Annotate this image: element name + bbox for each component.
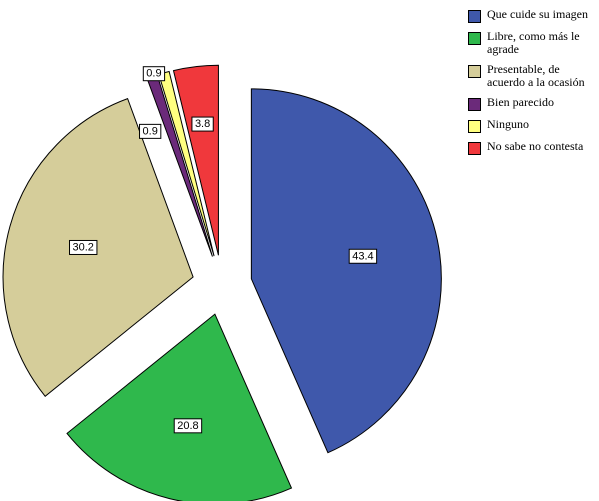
- legend-item: No sabe no contesta: [468, 140, 596, 155]
- pie-slice: [172, 64, 219, 256]
- legend-item: Ninguno: [468, 118, 596, 133]
- legend-swatch: [468, 120, 481, 133]
- value-label-text: 43.4: [352, 250, 373, 262]
- value-label: 30.2: [69, 239, 98, 255]
- legend-item: Libre, como más le agrade: [468, 30, 596, 56]
- pie-area: 43.4 20.8 30.2 0.9 0.9 3.8: [2, 64, 442, 501]
- legend-swatch: [468, 10, 481, 23]
- value-label-box: [142, 66, 166, 82]
- value-label: 0.9: [142, 66, 166, 82]
- legend-item: Presentable, de acuerdo a la ocasión: [468, 63, 596, 89]
- value-label: 3.8: [191, 116, 214, 132]
- value-label: 0.9: [139, 123, 162, 139]
- value-label-text: 0.9: [146, 68, 161, 80]
- pie-slice: [250, 88, 442, 454]
- legend-label: Ninguno: [487, 117, 529, 131]
- value-label: 43.4: [348, 248, 378, 264]
- value-label-text: 3.8: [195, 118, 210, 130]
- value-label-box: [139, 123, 162, 139]
- value-label-box: [69, 239, 98, 255]
- legend-label: Bien parecido: [487, 95, 554, 109]
- legend-label: Presentable, de acuerdo a la ocasión: [487, 62, 585, 89]
- legend: Que cuide su imagen Libre, como más le ag…: [468, 8, 596, 162]
- legend-item: Bien parecido: [468, 96, 596, 111]
- legend-item: Que cuide su imagen: [468, 8, 596, 23]
- legend-swatch: [468, 98, 481, 111]
- legend-swatch: [468, 65, 481, 78]
- value-label-box: [173, 418, 203, 434]
- legend-label: Que cuide su imagen: [487, 7, 588, 21]
- value-label-box: [191, 116, 214, 132]
- pie-slice: [66, 313, 293, 501]
- value-label: 20.8: [173, 418, 203, 434]
- pie-slice: [2, 97, 194, 397]
- legend-label: Libre, como más le agrade: [487, 29, 580, 56]
- value-label-text: 0.9: [143, 125, 158, 137]
- legend-swatch: [468, 142, 481, 155]
- value-label-text: 20.8: [177, 420, 198, 432]
- legend-swatch: [468, 32, 481, 45]
- value-label-text: 30.2: [73, 241, 94, 253]
- value-label-box: [348, 248, 378, 264]
- legend-label: No sabe no contesta: [487, 139, 584, 153]
